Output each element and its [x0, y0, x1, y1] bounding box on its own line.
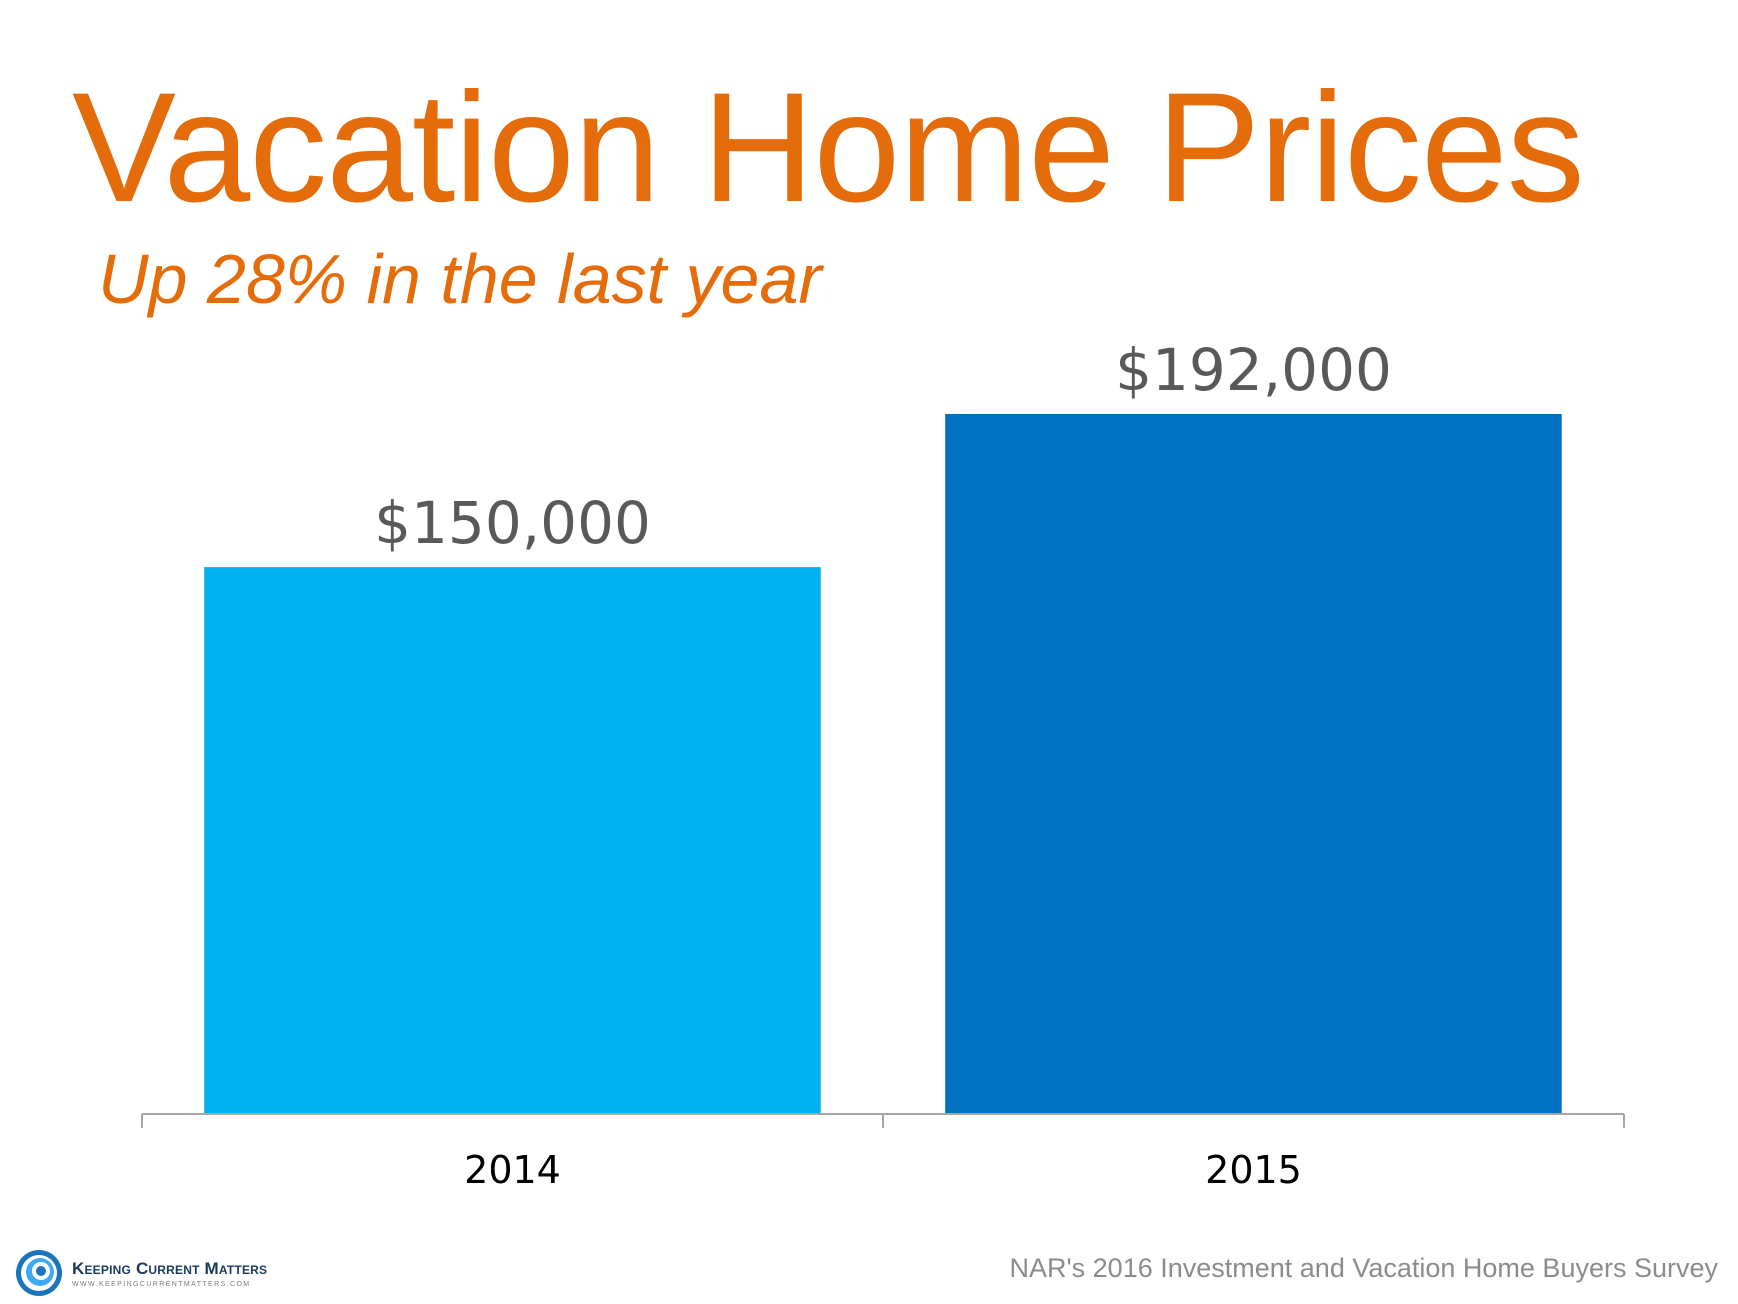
- data-label-2015: $192,000: [1115, 336, 1392, 404]
- x-tick-label-2015: 2015: [1205, 1148, 1302, 1192]
- company-logo: Keeping Current Matters WWW.KEEPINGCURRE…: [14, 1248, 267, 1298]
- bar-2015: [945, 414, 1562, 1114]
- bar-2014: [204, 567, 821, 1114]
- logo-name: Keeping Current Matters: [72, 1258, 268, 1278]
- slide-title: Vacation Home Prices: [72, 61, 1585, 235]
- x-tick-label-2014: 2014: [464, 1148, 561, 1192]
- source-citation: NAR's 2016 Investment and Vacation Home …: [1009, 1253, 1719, 1283]
- swirl-logo-icon: [16, 1250, 62, 1296]
- logo-url: WWW.KEEPINGCURRENTMATTERS.COM: [72, 1280, 251, 1288]
- slide-subtitle: Up 28% in the last year: [98, 240, 822, 318]
- data-label-2014: $150,000: [374, 489, 651, 557]
